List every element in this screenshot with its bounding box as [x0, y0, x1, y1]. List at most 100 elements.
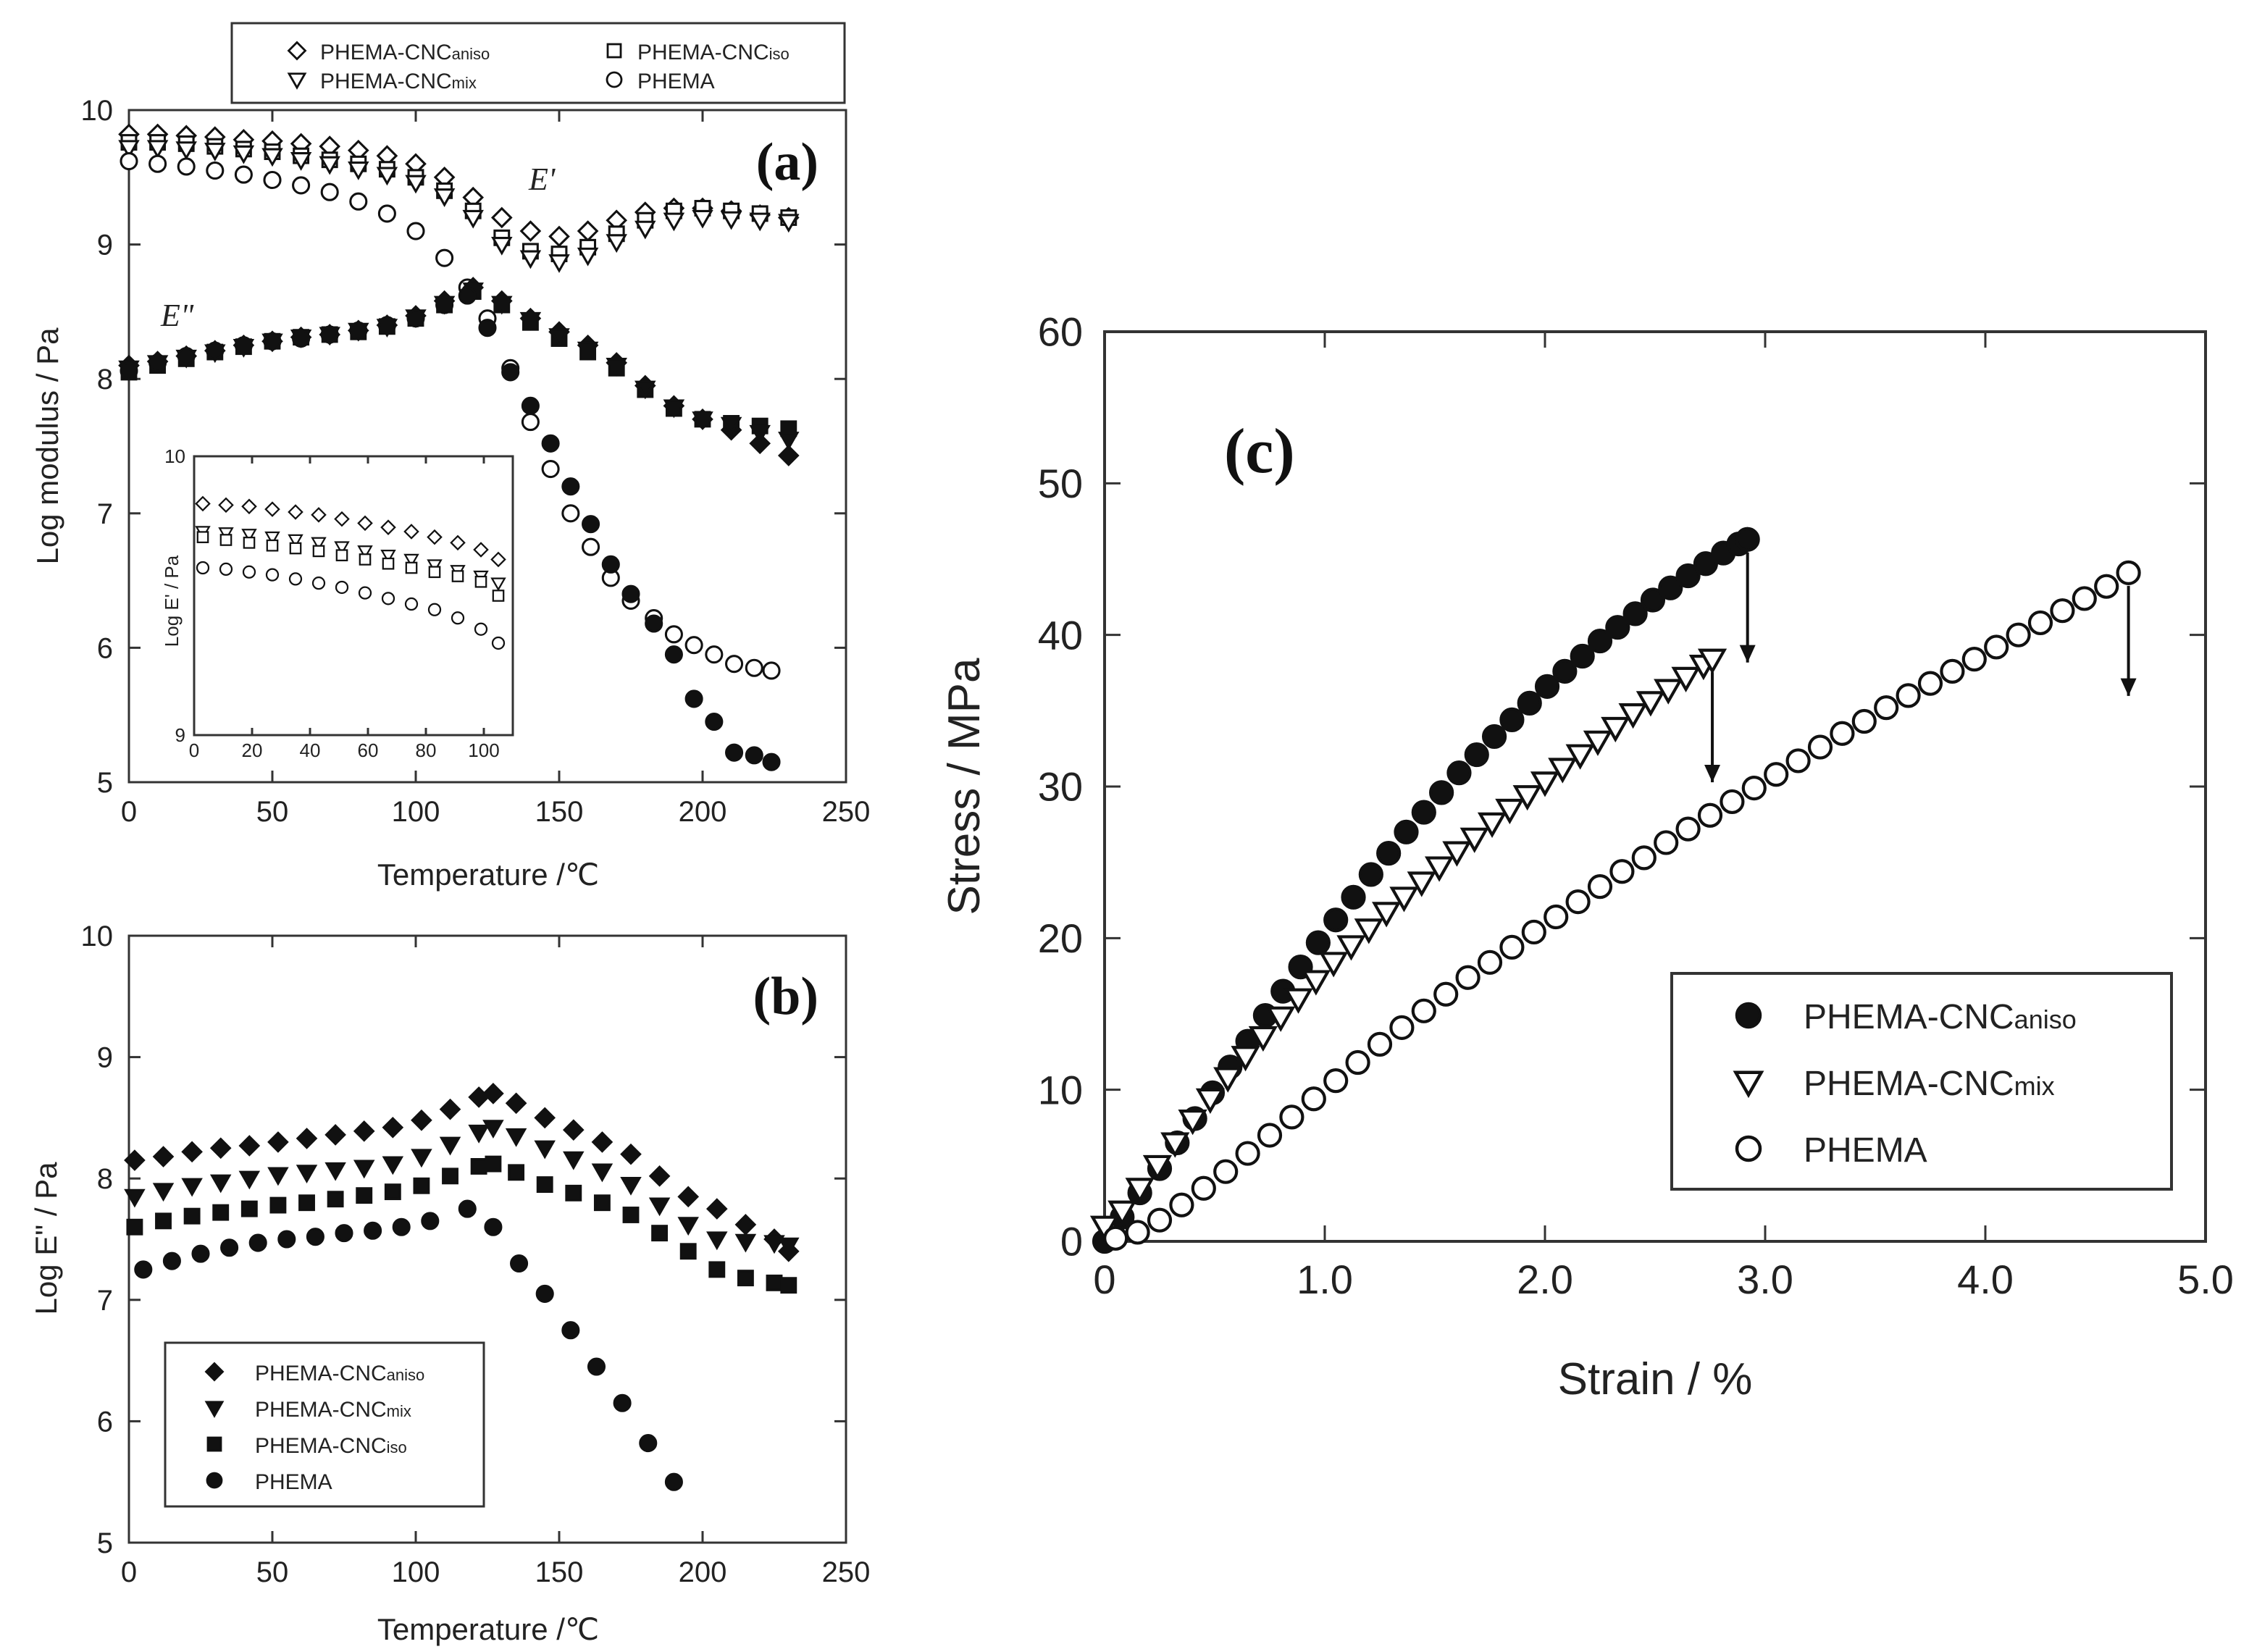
legend-marker [287, 72, 307, 90]
data-point [1389, 886, 1419, 913]
data-point [582, 515, 600, 534]
circle-filled-marker [1735, 1002, 1762, 1029]
panel-c-y-axis-label: Stress / MPa [939, 658, 989, 915]
y-tick-label: 7 [97, 1285, 113, 1317]
data-point [1544, 904, 1569, 930]
y-tick-label: 40 [1038, 612, 1083, 658]
data-point [1654, 830, 1679, 855]
svg-text:PHEMA-CNCaniso: PHEMA-CNCaniso [320, 41, 490, 64]
data-point [663, 399, 685, 419]
data-point [1147, 1207, 1173, 1233]
data-point [155, 1212, 172, 1230]
data-point [679, 1243, 697, 1260]
data-point [2072, 586, 2097, 611]
data-point [692, 209, 713, 229]
data-point [1654, 679, 1683, 705]
data-point [1376, 841, 1402, 866]
data-point [1565, 744, 1595, 770]
data-point [2116, 560, 2141, 585]
legend-label: PHEMA-CNC [255, 1398, 387, 1422]
data-point [1631, 845, 1657, 871]
data-point [561, 477, 580, 496]
data-point [737, 1270, 754, 1287]
panel-b-axes: 0 50 100 150 200 250 5 6 7 8 9 10 [81, 921, 871, 1588]
data-point [296, 1128, 318, 1149]
data-point [582, 537, 600, 556]
data-point [120, 151, 138, 171]
data-point [181, 1178, 203, 1197]
data-point [485, 1155, 502, 1173]
data-point [1675, 816, 1701, 842]
inset-frame [193, 455, 514, 737]
data-point [720, 211, 742, 230]
panel-c-axes: 0 1.0 2.0 3.0 4.0 5.0 0 10 20 30 40 50 60 [1038, 309, 2234, 1302]
data-point [1446, 760, 1472, 786]
data-point [242, 565, 256, 579]
data-point [356, 1187, 373, 1204]
data-point [565, 1184, 582, 1202]
triangle-down-open-marker [287, 72, 307, 90]
legend-label: PHEMA [1804, 1131, 1927, 1170]
data-point [1213, 1067, 1243, 1093]
inset-y-axis-label: Log E' / Pa [161, 555, 183, 647]
data-point [1301, 970, 1331, 996]
y-tick-label: 10 [164, 445, 185, 467]
y-tick-label: 8 [97, 364, 113, 395]
data-point [692, 411, 713, 431]
x-tick-label: 2.0 [1517, 1257, 1573, 1302]
panel-b-marks [124, 1083, 800, 1491]
data-point [462, 209, 484, 229]
y-tick-label: 10 [1038, 1067, 1083, 1112]
data-point [218, 527, 234, 541]
data-point [261, 148, 283, 167]
data-point [403, 524, 419, 540]
data-point [263, 170, 282, 190]
data-point [620, 1176, 642, 1196]
data-point [380, 519, 396, 535]
panel-b-label: (b) [753, 967, 818, 1026]
legend-label: PHEMA-CNC [255, 1434, 387, 1458]
data-point [148, 154, 167, 173]
data-point [292, 176, 311, 195]
data-point [780, 1277, 797, 1294]
legend-sub: mix [452, 74, 477, 92]
data-point [381, 592, 395, 605]
data-point [561, 504, 580, 523]
data-point [218, 497, 234, 513]
data-point [175, 141, 197, 161]
x-tick-label: 0 [189, 739, 199, 761]
data-point [288, 534, 303, 548]
series-phema-cncmix [124, 1120, 800, 1257]
data-point [196, 531, 209, 543]
data-point [734, 1214, 757, 1236]
panel-b-legend-entry-mix: PHEMA-CNCmix [204, 1398, 411, 1422]
data-point [1830, 721, 1855, 746]
data-point [1125, 1220, 1150, 1245]
data-point [1741, 775, 1767, 801]
data-point [1807, 734, 1833, 760]
break-arrow-head [1739, 645, 1756, 663]
data-point [2006, 622, 2031, 647]
data-point [458, 1199, 477, 1218]
data-point [1984, 634, 2009, 660]
inset-axes: 0 20 40 60 80 100 9 10 [164, 445, 513, 761]
svg-text:PHEMA-CNCmix: PHEMA-CNCmix [1804, 1065, 2055, 1103]
x-tick-label: 100 [468, 739, 499, 761]
panel-b-x-axis-label: Temperature /℃ [377, 1612, 599, 1646]
data-point [508, 1164, 525, 1181]
panel-c-legend-entry-aniso: PHEMA-CNCaniso [1735, 998, 2077, 1036]
data-point [1195, 1088, 1226, 1114]
data-point [219, 534, 233, 546]
data-point [241, 529, 257, 542]
data-point [1499, 934, 1525, 960]
data-point [405, 561, 418, 574]
x-tick-label: 250 [822, 796, 871, 828]
data-point [648, 1197, 671, 1217]
data-point [491, 236, 513, 256]
y-tick-label: 8 [97, 1163, 113, 1195]
data-point [359, 553, 372, 566]
panel-a-legend-entry-iso: PHEMA-CNCiso [606, 41, 790, 64]
panel-a-legend-entry-phema: PHEMA [606, 70, 715, 93]
data-point [1336, 935, 1366, 961]
